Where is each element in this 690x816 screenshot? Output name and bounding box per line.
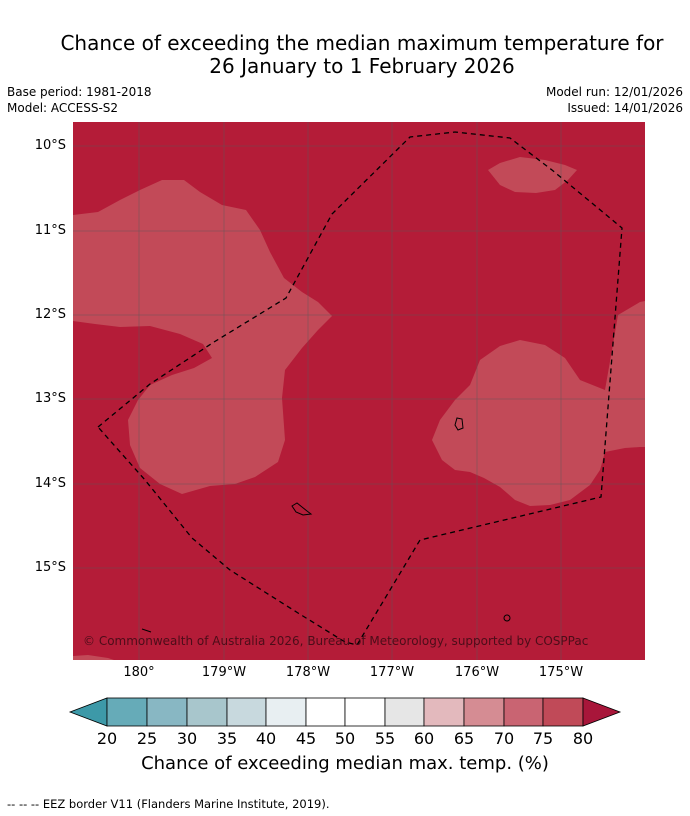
- lat-label-14s: 14°S: [34, 476, 66, 491]
- meta-left: Base period: 1981-2018 Model: ACCESS-S2: [7, 84, 152, 116]
- colorbar-tick-label: 60: [413, 729, 435, 748]
- colorbar-title: Chance of exceeding median max. temp. (%…: [141, 753, 549, 774]
- colorbar-segment: [542, 697, 584, 727]
- lat-label-13s: 13°S: [34, 391, 66, 406]
- colorbar-tick-label: 80: [572, 729, 594, 748]
- category-70-75-region-north: [488, 157, 577, 193]
- copyright-text: © Commonwealth of Australia 2026, Bureau…: [83, 634, 588, 648]
- lon-label-179w: 179°W: [201, 665, 247, 680]
- colorbar-tick-label: 55: [374, 729, 396, 748]
- category-70-75-region-west: [73, 180, 332, 494]
- lat-label-11s: 11°S: [34, 223, 66, 238]
- title-line-1: Chance of exceeding the median maximum t…: [60, 31, 664, 55]
- lat-label-15s: 15°S: [34, 560, 66, 575]
- colorbar-tick-label: 30: [176, 729, 198, 748]
- colorbar-segment: [463, 697, 505, 727]
- colorbar-low-extension: [68, 697, 108, 727]
- colorbar-high-extension: [582, 697, 622, 727]
- island-outlines: [141, 417, 511, 633]
- island-outline: [454, 417, 464, 431]
- lon-label-178w: 178°W: [285, 665, 331, 680]
- colorbar-tick-label: 35: [216, 729, 238, 748]
- graticule: [73, 122, 645, 660]
- colorbar-tick-label: 65: [453, 729, 475, 748]
- island-outline: [503, 614, 511, 622]
- colorbar-tick-label: 25: [136, 729, 158, 748]
- colorbar-segment: [344, 697, 386, 727]
- lat-label-10s: 10°S: [34, 138, 66, 153]
- colorbar: [68, 697, 622, 727]
- colorbar-tick-label: 50: [334, 729, 356, 748]
- lon-label-176w: 176°W: [454, 665, 500, 680]
- title-line-2: 26 January to 1 February 2026: [209, 54, 515, 78]
- colorbar-segment: [226, 697, 267, 727]
- colorbar-segment: [305, 697, 346, 727]
- island-outline: [291, 502, 313, 516]
- category-70-75-region-corner: [73, 655, 114, 660]
- colorbar-tick-label: 20: [96, 729, 118, 748]
- meta-right: Model run: 12/01/2026 Issued: 14/01/2026: [546, 84, 683, 116]
- colorbar-tick-label: 40: [255, 729, 277, 748]
- colorbar-segment: [186, 697, 228, 727]
- lon-label-177w: 177°W: [369, 665, 415, 680]
- colorbar-segment: [384, 697, 425, 727]
- eez-border: [97, 131, 623, 646]
- lat-label-12s: 12°S: [34, 307, 66, 322]
- category-70-75-region-east: [432, 301, 645, 506]
- colorbar-segment: [503, 697, 544, 727]
- map-area: © Commonwealth of Australia 2026, Bureau…: [73, 122, 645, 660]
- lon-label-175w: 175°W: [538, 665, 584, 680]
- eez-footnote: -- -- -- EEZ border V11 (Flanders Marine…: [7, 797, 330, 811]
- model-run: Model run: 12/01/2026: [545, 85, 683, 99]
- base-period: Base period: 1981-2018: [7, 85, 152, 99]
- colorbar-segment: [265, 697, 307, 727]
- colorbar-segment: [106, 697, 148, 727]
- colorbar-tick-label: 70: [493, 729, 515, 748]
- model-name: Model: ACCESS-S2: [7, 101, 119, 115]
- colorbar-segment: [146, 697, 188, 727]
- colorbar-segment: [423, 697, 465, 727]
- island-outline: [141, 628, 152, 633]
- chart-title: Chance of exceeding the median maximum t…: [0, 32, 690, 78]
- issued-date: Issued: 14/01/2026: [567, 101, 683, 115]
- colorbar-tick-label: 75: [532, 729, 554, 748]
- lon-label-180: 180°: [123, 665, 155, 680]
- colorbar-tick-label: 45: [295, 729, 317, 748]
